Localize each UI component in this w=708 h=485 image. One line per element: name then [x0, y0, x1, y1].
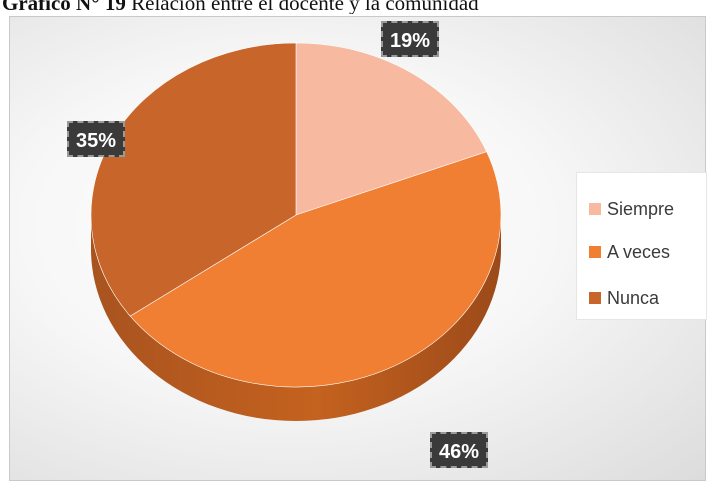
data-label-siempre: 19%	[381, 21, 440, 57]
legend-item-a-veces: A veces	[589, 241, 670, 263]
chart-legend: Siempre A veces Nunca	[576, 172, 707, 320]
figure-caption: Gráfico N° 19 Relación entre el docente …	[2, 0, 706, 14]
pie-slice-a-veces	[129, 151, 502, 388]
legend-item-siempre: Siempre	[589, 198, 674, 220]
legend-item-nunca: Nunca	[589, 287, 659, 309]
pie-slice-siempre	[295, 42, 488, 216]
pie-side-wall	[91, 215, 501, 421]
legend-label-nunca: Nunca	[607, 287, 660, 308]
data-label-nunca: 35%	[67, 121, 126, 157]
legend-swatch-a-veces	[589, 246, 601, 258]
legend-swatch-siempre	[589, 203, 601, 215]
figure-number: Gráfico N° 19	[2, 0, 126, 14]
legend-swatch-nunca	[589, 292, 601, 304]
figure-title: Relación entre el docente y la comunidad	[131, 0, 479, 14]
data-label-a-veces: 46%	[430, 432, 489, 468]
legend-label-a-veces: A veces	[607, 241, 671, 262]
legend-label-siempre: Siempre	[607, 198, 675, 219]
